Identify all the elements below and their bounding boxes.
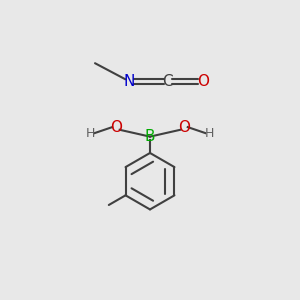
Text: O: O [197,74,209,89]
Text: O: O [178,120,190,135]
Text: B: B [145,129,155,144]
Text: C: C [163,74,173,89]
Text: H: H [205,127,214,140]
Text: H: H [86,127,95,140]
Text: N: N [124,74,135,89]
Text: O: O [110,120,122,135]
